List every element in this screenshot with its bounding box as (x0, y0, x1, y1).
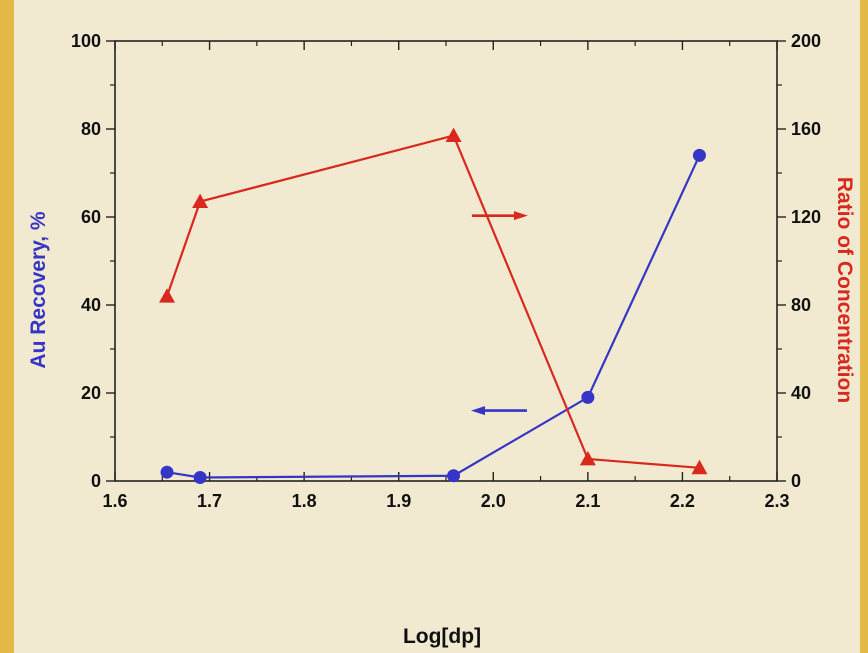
x-tick-label: 1.7 (197, 491, 222, 511)
data-point-circle (692, 148, 706, 162)
series-layer (159, 127, 708, 484)
y-left-tick-label: 100 (71, 31, 101, 51)
chart-panel: 1.6 1.7 1.8 1.9 2.0 2.1 2.2 2.3 0 20 40 60 80 100 0 40 8… (14, 0, 860, 653)
y-left-tick-label: 80 (81, 119, 101, 139)
data-point-triangle (445, 127, 462, 142)
data-point-triangle (159, 288, 176, 303)
x-tick-label: 1.6 (102, 491, 127, 511)
y-right-tick-label: 160 (791, 119, 821, 139)
y-left-tick-label: 0 (91, 471, 101, 491)
data-point-circle (193, 470, 207, 484)
y-right-tick-label: 120 (791, 207, 821, 227)
x-tick-label: 2.1 (575, 491, 600, 511)
data-point-triangle (691, 459, 708, 475)
data-point-circle (447, 469, 461, 483)
dual-axis-line-chart: 1.6 1.7 1.8 1.9 2.0 2.1 2.2 2.30204060801000408… (27, 31, 856, 648)
y-left-tick-label: 60 (81, 207, 101, 227)
series-line-left (166, 154, 701, 479)
arrow-head-right (513, 211, 528, 221)
data-point-triangle (192, 193, 209, 208)
x-axis-title: Log[dp] (403, 625, 481, 648)
y-right-tick-label: 80 (791, 295, 811, 315)
y-right-tick-label: 200 (791, 31, 821, 51)
y-left-tick-label: 20 (81, 383, 101, 403)
x-tick-label: 2.3 (764, 491, 789, 511)
axes: 1.6 1.7 1.8 1.9 2.0 2.1 2.2 2.30204060801000408… (71, 31, 821, 511)
y-right-tick-label: 0 (791, 471, 801, 491)
x-tick-label: 2.0 (481, 491, 506, 511)
arrow-head-left (470, 406, 485, 416)
x-tick-label: 2.2 (670, 491, 695, 511)
data-point-circle (581, 390, 595, 404)
y-right-axis-title: Ratio of Concentration (833, 177, 856, 403)
annotations (470, 211, 528, 416)
data-point-circle (160, 465, 174, 479)
y-right-tick-label: 40 (791, 383, 811, 403)
series-line-right (165, 134, 700, 469)
y-left-axis-title: Au Recovery, % (27, 211, 50, 368)
y-left-tick-label: 40 (81, 295, 101, 315)
plot-frame (114, 40, 778, 482)
data-point-triangle (579, 451, 596, 466)
x-tick-label: 1.8 (292, 491, 317, 511)
x-tick-label: 1.9 (386, 491, 411, 511)
